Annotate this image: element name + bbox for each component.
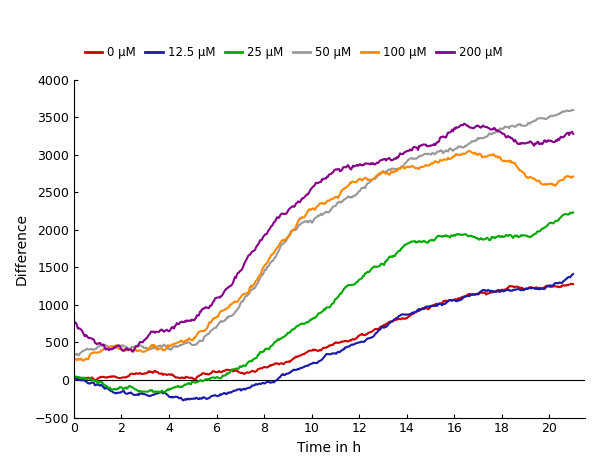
50 μM	[481, 135, 488, 141]
200 μM	[130, 349, 137, 354]
50 μM	[368, 177, 376, 182]
X-axis label: Time in h: Time in h	[298, 441, 362, 455]
100 μM	[368, 177, 376, 182]
100 μM	[569, 174, 577, 180]
Y-axis label: Difference: Difference	[15, 212, 29, 285]
100 μM	[308, 206, 316, 212]
0 μM	[91, 378, 98, 384]
200 μM	[368, 161, 376, 166]
Line: 100 μM: 100 μM	[74, 151, 573, 360]
Legend: 0 μM, 12.5 μM, 25 μM, 50 μM, 100 μM, 200 μM: 0 μM, 12.5 μM, 25 μM, 50 μM, 100 μM, 200…	[80, 42, 507, 64]
12.5 μM	[70, 375, 77, 381]
25 μM	[308, 316, 316, 321]
50 μM	[341, 196, 349, 202]
100 μM	[560, 177, 567, 183]
Line: 25 μM: 25 μM	[74, 212, 573, 392]
50 μM	[308, 220, 316, 226]
50 μM	[70, 352, 77, 357]
12.5 μM	[179, 398, 187, 403]
12.5 μM	[308, 361, 316, 367]
0 μM	[368, 329, 376, 334]
100 μM	[79, 358, 86, 363]
100 μM	[311, 207, 319, 212]
0 μM	[308, 348, 316, 353]
12.5 μM	[559, 280, 566, 286]
0 μM	[569, 282, 577, 287]
Line: 200 μM: 200 μM	[74, 124, 573, 352]
100 μM	[466, 148, 473, 154]
200 μM	[569, 131, 577, 137]
100 μM	[481, 154, 488, 159]
12.5 μM	[368, 334, 376, 340]
25 μM	[368, 266, 376, 271]
0 μM	[559, 282, 566, 288]
200 μM	[481, 124, 488, 130]
50 μM	[311, 215, 319, 221]
200 μM	[70, 318, 77, 324]
50 μM	[76, 352, 83, 358]
12.5 μM	[481, 287, 488, 293]
100 μM	[70, 356, 77, 362]
50 μM	[569, 107, 577, 113]
12.5 μM	[569, 271, 577, 277]
50 μM	[559, 109, 566, 114]
Line: 12.5 μM: 12.5 μM	[74, 274, 573, 400]
100 μM	[341, 185, 349, 191]
0 μM	[568, 281, 575, 287]
Line: 50 μM: 50 μM	[74, 110, 573, 355]
0 μM	[341, 338, 349, 344]
Line: 0 μM: 0 μM	[74, 284, 573, 381]
200 μM	[311, 182, 319, 188]
0 μM	[481, 290, 488, 296]
0 μM	[311, 347, 319, 352]
25 μM	[341, 285, 349, 290]
25 μM	[559, 213, 566, 219]
200 μM	[308, 185, 316, 190]
25 μM	[70, 375, 77, 380]
25 μM	[481, 236, 488, 242]
25 μM	[311, 315, 319, 321]
200 μM	[560, 134, 567, 140]
200 μM	[341, 164, 349, 170]
25 μM	[569, 210, 577, 215]
200 μM	[460, 121, 467, 126]
25 μM	[161, 390, 169, 395]
12.5 μM	[311, 360, 319, 366]
12.5 μM	[341, 345, 349, 350]
0 μM	[70, 376, 77, 381]
